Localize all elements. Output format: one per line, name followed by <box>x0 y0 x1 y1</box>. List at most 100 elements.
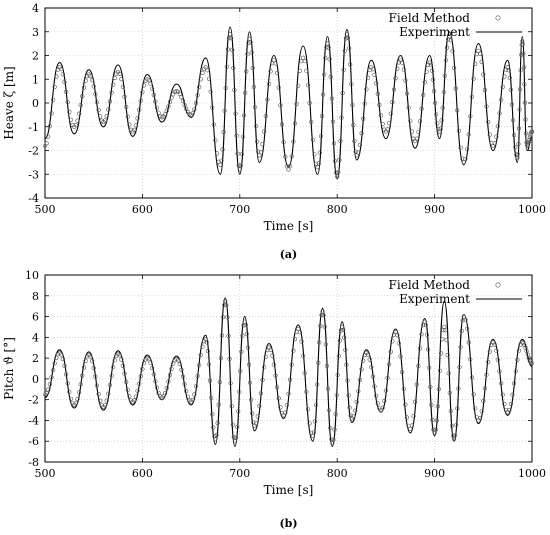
field-method-point <box>346 393 351 398</box>
field-method-point <box>78 103 83 108</box>
field-method-point <box>102 403 108 408</box>
field-method-point <box>190 111 195 116</box>
field-method-point <box>400 369 405 375</box>
field-method-point <box>120 363 125 368</box>
field-method-point <box>492 342 497 347</box>
field-method-point <box>497 369 502 374</box>
field-method-point <box>468 357 473 362</box>
field-method-point <box>317 150 323 155</box>
field-method-point <box>190 397 195 402</box>
field-method-point <box>263 354 268 359</box>
legend-label-experiment: Experiment <box>399 25 470 39</box>
field-method-point <box>344 31 350 37</box>
field-method-point <box>460 156 465 161</box>
field-method-point <box>80 373 85 378</box>
field-method-point <box>229 404 234 409</box>
field-method-point <box>164 108 169 113</box>
field-method-point <box>468 114 473 119</box>
field-method-point <box>455 406 460 411</box>
field-method-point <box>219 333 224 338</box>
field-method-point <box>370 67 376 72</box>
field-method-point <box>516 126 522 131</box>
field-method-point <box>195 373 200 379</box>
x-axis-label: Time [s] <box>264 219 314 233</box>
field-method-point <box>316 161 321 166</box>
field-method-point <box>508 87 514 92</box>
field-method-point <box>406 105 411 110</box>
field-method-point <box>452 65 457 71</box>
field-method-point <box>47 124 53 129</box>
field-method-point <box>65 381 70 386</box>
field-method-point <box>225 315 230 320</box>
field-method-point <box>449 423 455 429</box>
field-method-point <box>206 76 212 81</box>
field-method-point <box>80 93 85 99</box>
field-method-point <box>213 437 218 442</box>
field-method-point <box>151 372 156 377</box>
field-method-point <box>302 59 307 64</box>
field-method-point <box>338 328 344 333</box>
figure-caption: (b) <box>279 517 297 530</box>
field-method-point <box>163 390 168 396</box>
field-method-point <box>521 51 526 56</box>
field-method-point <box>193 384 199 389</box>
field-method-point <box>156 110 161 115</box>
field-method-point <box>215 151 220 156</box>
field-method-point <box>281 140 286 145</box>
field-method-point <box>233 435 239 440</box>
field-method-point <box>240 134 246 139</box>
field-method-point <box>396 341 402 346</box>
y-tick-label: 6 <box>32 311 39 324</box>
field-method-point <box>319 113 325 119</box>
field-method-point <box>65 100 70 105</box>
field-method-point <box>317 340 322 345</box>
field-method-point <box>423 322 429 328</box>
field-method-point <box>301 353 306 358</box>
field-method-point <box>487 132 492 137</box>
field-method-point <box>63 372 69 377</box>
field-method-point <box>499 381 504 386</box>
legend-marker-field-method <box>495 282 501 288</box>
field-method-point <box>416 363 421 369</box>
field-method-point <box>46 134 51 139</box>
legend-label-experiment: Experiment <box>399 292 470 306</box>
field-method-point <box>117 353 122 358</box>
field-method-point <box>102 118 108 123</box>
field-method-point <box>304 68 309 73</box>
field-method-point <box>342 48 347 53</box>
field-method-point <box>262 129 267 134</box>
field-method-point <box>239 152 245 157</box>
field-method-point <box>166 379 171 384</box>
y-tick-label: 8 <box>32 290 39 303</box>
field-method-point <box>486 119 491 125</box>
field-method-point <box>494 134 499 139</box>
field-method-point <box>249 50 254 55</box>
field-method-point <box>517 107 522 112</box>
field-method-point <box>257 404 262 409</box>
y-tick-label: 2 <box>32 352 39 365</box>
field-method-point <box>310 433 316 439</box>
field-method-point <box>398 354 403 359</box>
y-tick-label: -6 <box>28 435 39 448</box>
field-method-point <box>68 396 74 401</box>
field-method-point <box>519 52 524 58</box>
field-method-point <box>447 390 452 395</box>
field-method-point <box>214 432 219 438</box>
field-method-point <box>322 72 327 77</box>
field-method-point <box>210 412 215 417</box>
field-method-point <box>375 401 380 406</box>
field-method-point <box>167 99 173 104</box>
field-method-point <box>427 60 432 65</box>
field-method-point <box>133 123 138 128</box>
field-method-point <box>395 66 400 71</box>
field-method-point <box>176 358 181 363</box>
field-method-point <box>382 398 387 403</box>
field-method-point <box>369 365 374 370</box>
field-method-point <box>330 119 336 124</box>
field-method-point <box>340 90 345 96</box>
field-method-point <box>345 378 350 383</box>
field-method-point <box>268 347 273 352</box>
field-method-point <box>457 365 462 370</box>
field-method-point <box>124 104 129 110</box>
